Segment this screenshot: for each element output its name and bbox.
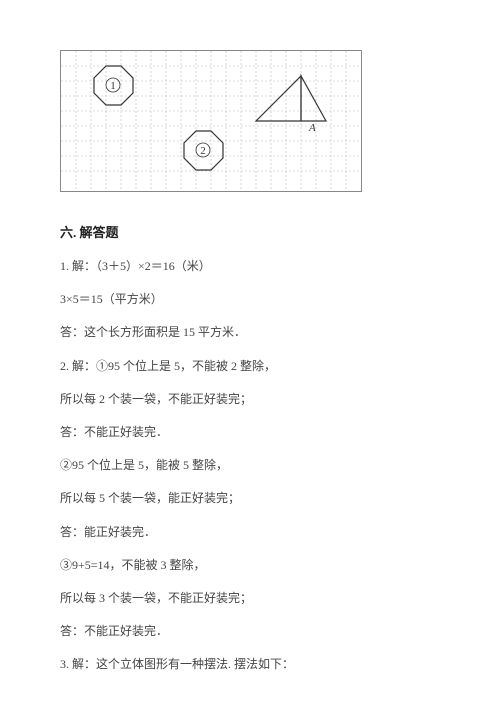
solution-line: 答：不能正好装完．: [60, 622, 440, 641]
triangle-2: [301, 76, 326, 121]
solution-line: 3. 解：这个立体图形有一种摆法. 摆法如下：: [60, 655, 440, 674]
solution-line: ③9+5=14，不能被 3 整除，: [60, 556, 440, 575]
solution-line: 所以每 2 个装一袋，不能正好装完；: [60, 390, 440, 409]
figure-svg: 1 2 A: [61, 51, 361, 191]
solution-line: 所以每 3 个装一袋，不能正好装完；: [60, 589, 440, 608]
solution-line: 3×5＝15（平方米）: [60, 290, 440, 309]
point-a-label: A: [308, 122, 316, 134]
section-title: 六. 解答题: [60, 222, 440, 241]
solution-line: 所以每 5 个装一袋，能正好装完；: [60, 489, 440, 508]
solution-line: 答：这个长方形面积是 15 平方米．: [60, 323, 440, 342]
solution-line: 2. 解：①95 个位上是 5，不能被 2 整除，: [60, 357, 440, 376]
solution-line: 1. 解：（3＋5）×2＝16（米）: [60, 257, 440, 276]
solution-line: 答：不能正好装完．: [60, 423, 440, 442]
octagon-2-label: 2: [200, 145, 206, 157]
solution-line: ②95 个位上是 5，能被 5 整除，: [60, 456, 440, 475]
solution-line: 答：能正好装完．: [60, 523, 440, 542]
triangle-1: [256, 76, 301, 121]
page-content: 1 2 A 六. 解答题 1. 解：（3＋5）×2＝16（米） 3×5＝15（平…: [0, 0, 500, 728]
octagon-1-label: 1: [110, 80, 116, 92]
geometry-figure: 1 2 A: [60, 50, 362, 192]
